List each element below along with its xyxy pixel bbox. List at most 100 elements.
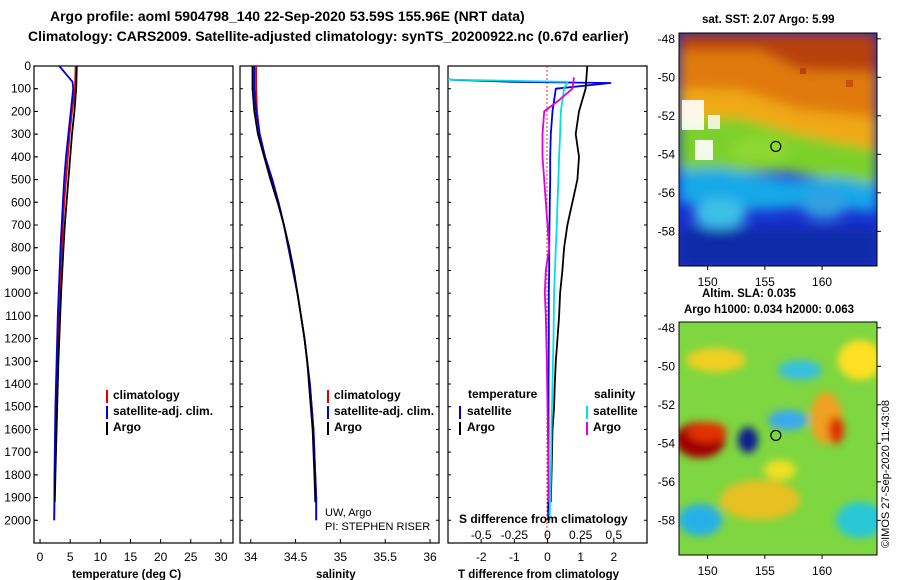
- legend-swatch-climatology: [106, 390, 108, 403]
- temperature-axes-frame: [33, 65, 234, 544]
- x-tick-label: 2: [610, 550, 617, 564]
- depth-tick-label: 1900: [4, 491, 31, 505]
- map-y-tick-label: -48: [658, 32, 676, 46]
- sla-map-title2: Argo h1000: 0.034 h2000: 0.063: [684, 304, 854, 316]
- depth-tick-label: 1000: [4, 286, 31, 300]
- map-y-tick-label: -52: [658, 398, 676, 412]
- depth-tick-label: 900: [11, 263, 31, 277]
- depth-tick-label: 1300: [4, 354, 31, 368]
- depth-tick-label: 1800: [4, 468, 31, 482]
- map-y-tick-label: -48: [658, 321, 676, 335]
- legend-label-climatology: climatology: [334, 388, 401, 402]
- legend-swatch-satellite-s: [586, 406, 588, 419]
- legend-swatch-satellite: [327, 406, 329, 419]
- temperature-x-label: temperature (deg C): [72, 569, 181, 580]
- x-tick-label: 15: [124, 550, 138, 564]
- salinity-legend: climatology satellite-adj. clim. Argo: [327, 388, 434, 435]
- depth-tick-label: 700: [11, 218, 31, 232]
- legend-label-argo: Argo: [334, 420, 362, 434]
- x-tick-label: 20: [154, 550, 168, 564]
- depth-tick-label: 200: [11, 104, 31, 118]
- legend-label-satellite: satellite-adj. clim.: [334, 404, 434, 418]
- legend-label-satellite-s: satellite: [593, 404, 638, 418]
- difference-x-label: T difference from climatology: [458, 569, 620, 580]
- map-x-tick-label: 160: [812, 275, 832, 289]
- map-x-tick-label: 155: [755, 275, 775, 289]
- legend-swatch-argo-s: [586, 422, 588, 435]
- legend-swatch-satellite: [106, 406, 108, 419]
- depth-tick-label: 100: [11, 82, 31, 96]
- map-y-tick-label: -56: [658, 186, 676, 200]
- sla-map-axes: 150 155 160 -48 -50 -52 -54 -56 -58: [658, 321, 881, 578]
- credit-line2: PI: STEPHEN RISER: [325, 521, 430, 533]
- depth-tick-label: 300: [11, 127, 31, 141]
- depth-tick-label: 1500: [4, 400, 31, 414]
- legend-title-salinity: salinity: [594, 387, 636, 401]
- series-satellite-adj-clim-: [53, 66, 75, 521]
- legend-label-argo: Argo: [113, 420, 141, 434]
- map-y-tick-label: -58: [658, 224, 676, 238]
- legend-title-temperature: temperature: [468, 387, 538, 401]
- sla-map-image: [679, 322, 877, 555]
- legend-label-satellite-t: satellite: [467, 404, 512, 418]
- x-tick-label: -2: [476, 550, 487, 564]
- legend-label-argo-s: Argo: [593, 420, 621, 434]
- depth-axis: 0 100 200 300 400 500 600 700 800 900 1000 1100 1200…: [4, 59, 38, 527]
- figure-title-line1: Argo profile: aoml 5904798_140 22-Sep-20…: [50, 8, 525, 24]
- temperature-legend: climatology satellite-adj. clim. Argo: [106, 388, 213, 435]
- x-tick-label: 10: [94, 550, 108, 564]
- x-tick-label: 35.5: [374, 550, 398, 564]
- map-x-tick-label: 150: [698, 564, 718, 578]
- difference-series: [448, 66, 612, 521]
- depth-tick-label: 1400: [4, 377, 31, 391]
- depth-tick-label: 2000: [4, 513, 31, 527]
- temperature-series: [53, 66, 78, 521]
- x-tick-label: 0: [37, 550, 44, 564]
- salinity-axes-frame: [239, 65, 440, 544]
- sst-map-panel: sat. SST: 2.07 Argo: 5.99 150 155 160-48-: [658, 14, 881, 289]
- depth-tick-label: 1700: [4, 445, 31, 459]
- series-argo: [251, 66, 317, 503]
- depth-tick-label: 800: [11, 241, 31, 255]
- sst-map-axes: 150 155 160 -48 -50 -52 -54 -56 -58: [658, 32, 881, 289]
- salinity-x-axis: 34 34.5 35 35.5 36: [244, 539, 437, 564]
- map-y-tick-label: -54: [658, 147, 676, 161]
- sst-map-title: sat. SST: 2.07 Argo: 5.99: [702, 14, 835, 26]
- sst-map-image: [679, 33, 877, 266]
- legend-label-argo-t: Argo: [467, 420, 495, 434]
- salinity-x-label: salinity: [316, 569, 356, 580]
- argo-position-marker: [770, 140, 782, 153]
- depth-tick-label: 1600: [4, 422, 31, 436]
- difference-panel: -2 -1 0 1 2 -0.5 -0.25 0 0.25 0.5 T difference fr…: [447, 65, 648, 580]
- legend-label-climatology: climatology: [113, 388, 180, 402]
- argo-position-marker: [770, 429, 782, 442]
- sla-map-panel: Altim. SLA: 0.035 Argo h1000: 0.034 h200…: [658, 288, 881, 578]
- top-x-tick-label: 0: [544, 528, 551, 542]
- legend-label-satellite: satellite-adj. clim.: [113, 404, 213, 418]
- difference-x-axis: -2 -1 0 1 2 -0.5 -0.25 0 0.25 0.5: [471, 528, 623, 564]
- depth-tick-label: 1100: [5, 309, 31, 323]
- legend-swatch-climatology: [327, 390, 329, 403]
- map-y-tick-label: -58: [658, 513, 676, 527]
- series-argo: [53, 66, 78, 503]
- difference-top-x-label: S difference from climatology: [459, 512, 628, 526]
- temperature-panel: 0100200300400500600700800900100011001200…: [4, 59, 234, 580]
- series-argo-t: [549, 66, 589, 503]
- legend-swatch-argo-t: [459, 422, 461, 435]
- series-argo-s: [541, 77, 575, 503]
- difference-legend: temperature salinity satellite Argo sate…: [459, 387, 638, 435]
- map-y-tick-label: -52: [658, 109, 676, 123]
- x-tick-label: 25: [184, 550, 198, 564]
- depth-tick-label: 600: [11, 195, 31, 209]
- x-tick-label: 1: [577, 550, 584, 564]
- depth-tick-label: 400: [11, 150, 31, 164]
- x-tick-label: 34.5: [284, 550, 308, 564]
- salinity-panel: 34 34.5 35 35.5 36 salinity climatology sate…: [239, 65, 440, 580]
- map-y-tick-label: -54: [658, 436, 676, 450]
- legend-swatch-argo: [327, 422, 329, 435]
- legend-swatch-argo: [106, 422, 108, 435]
- depth-tick-label: 0: [24, 59, 31, 73]
- top-x-tick-label: -0.25: [501, 528, 529, 542]
- x-tick-label: 36: [423, 550, 437, 564]
